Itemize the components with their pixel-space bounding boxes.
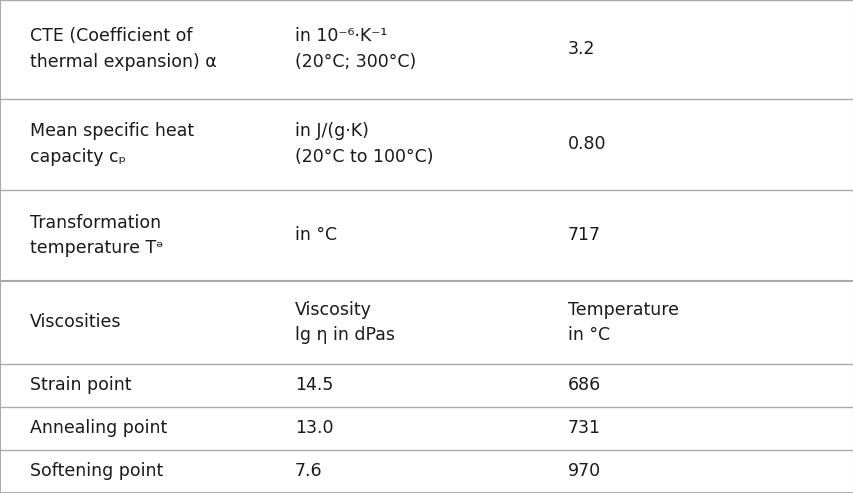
Text: 0.80: 0.80 [567,135,606,153]
Text: lg η in dPas: lg η in dPas [294,326,394,344]
Text: in J/(g·K): in J/(g·K) [294,122,368,141]
Text: 686: 686 [567,376,601,394]
Text: in °C: in °C [294,226,336,245]
Text: 731: 731 [567,419,601,437]
Text: (20°C; 300°C): (20°C; 300°C) [294,53,415,71]
Text: Viscosities: Viscosities [30,314,121,331]
Text: Annealing point: Annealing point [30,419,167,437]
Text: 7.6: 7.6 [294,462,322,480]
Text: 970: 970 [567,462,601,480]
Text: 717: 717 [567,226,601,245]
Text: in °C: in °C [567,326,609,344]
Text: Viscosity: Viscosity [294,301,371,318]
Text: Temperature: Temperature [567,301,678,318]
Text: Transformation: Transformation [30,213,161,232]
Text: in 10⁻⁶·K⁻¹: in 10⁻⁶·K⁻¹ [294,28,386,45]
Text: Strain point: Strain point [30,376,131,394]
Text: 14.5: 14.5 [294,376,333,394]
Text: Mean specific heat: Mean specific heat [30,122,194,141]
Text: 3.2: 3.2 [567,40,595,58]
Text: temperature Tᵊ: temperature Tᵊ [30,239,163,257]
Text: 13.0: 13.0 [294,419,333,437]
Text: CTE (Coefficient of: CTE (Coefficient of [30,28,192,45]
Text: capacity cₚ: capacity cₚ [30,148,126,166]
Text: thermal expansion) α: thermal expansion) α [30,53,217,71]
Text: Softening point: Softening point [30,462,163,480]
Text: (20°C to 100°C): (20°C to 100°C) [294,148,432,166]
